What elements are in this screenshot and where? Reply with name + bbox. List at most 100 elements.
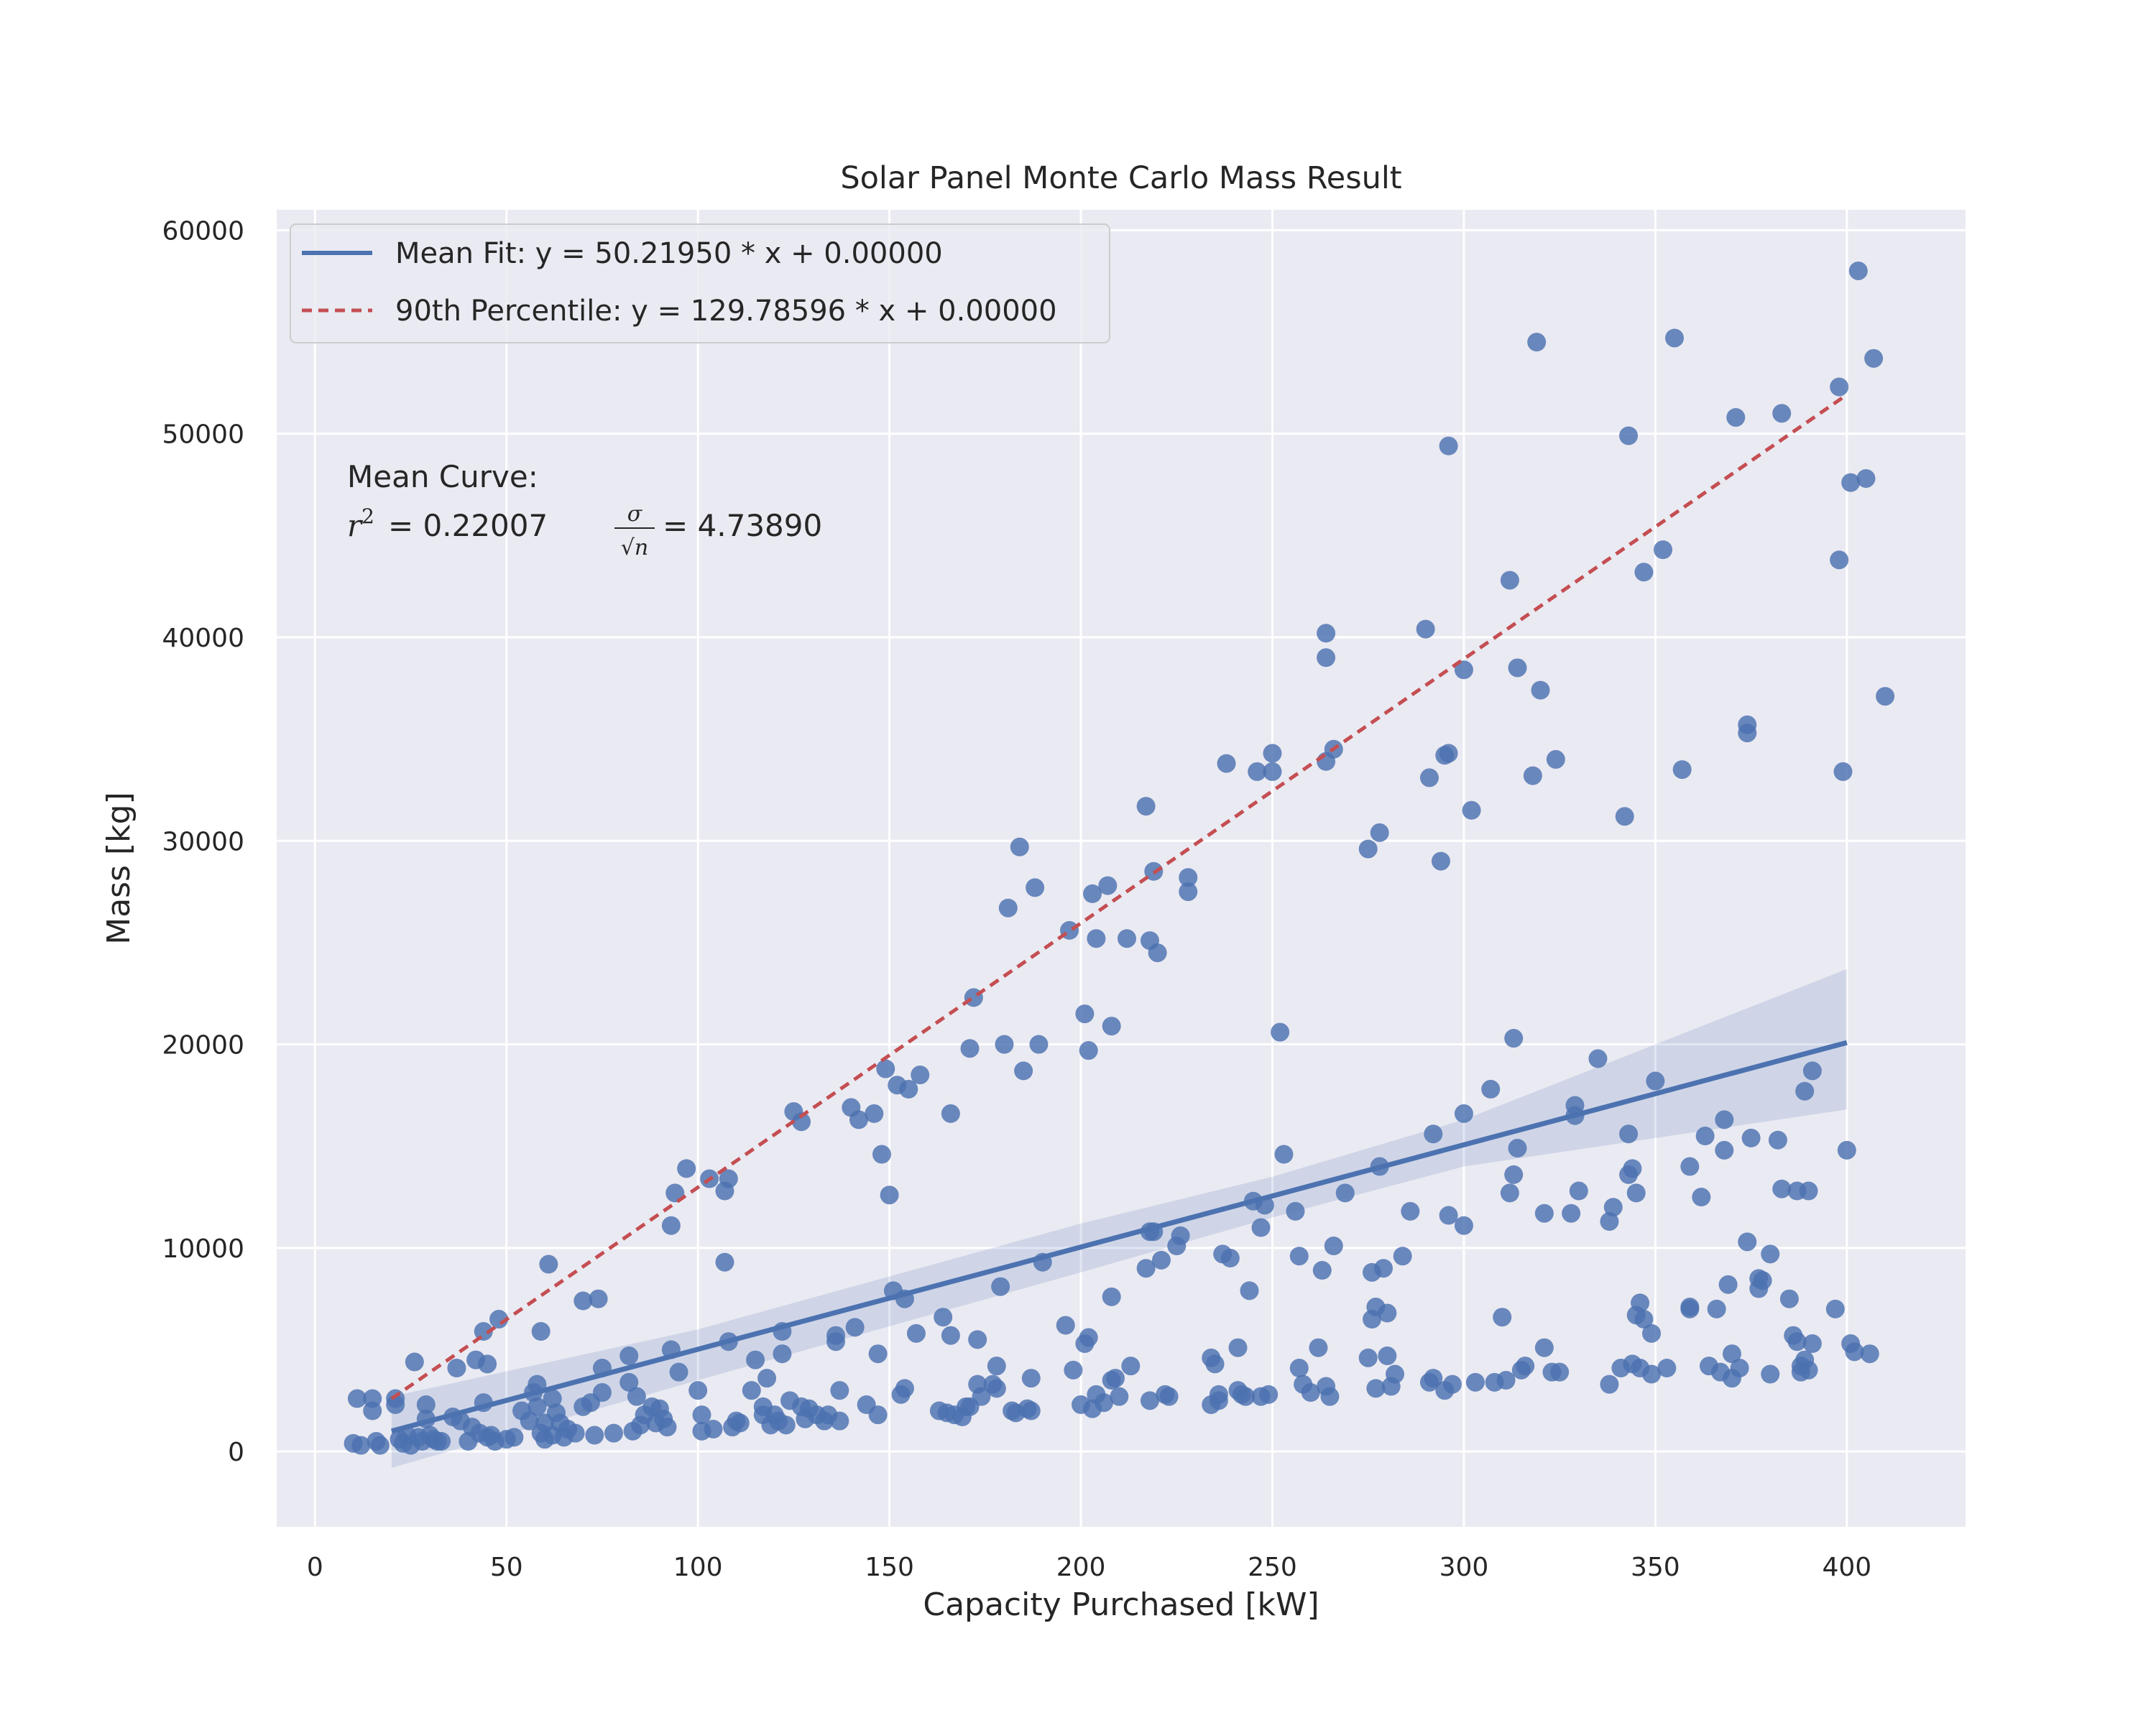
data-point <box>906 1323 926 1343</box>
data-point <box>1301 1383 1320 1403</box>
data-point <box>1876 687 1895 706</box>
plot-area <box>277 210 1966 1527</box>
data-point <box>1271 1022 1290 1042</box>
data-point <box>776 1415 796 1435</box>
data-point <box>1251 1218 1271 1237</box>
data-point <box>1508 1139 1527 1158</box>
x-tick-label: 200 <box>1056 1553 1106 1582</box>
data-point <box>1830 550 1849 570</box>
data-point <box>1021 1369 1041 1388</box>
data-point <box>1493 1308 1512 1327</box>
data-point <box>1527 333 1547 352</box>
data-point <box>1442 1374 1462 1394</box>
data-point <box>1217 754 1236 773</box>
legend-mean-label: Mean Fit: y = 50.21950 * x + 0.00000 <box>395 237 943 270</box>
data-point <box>1833 762 1853 781</box>
data-point <box>1026 878 1045 897</box>
data-point <box>1500 570 1519 590</box>
data-point <box>1534 1203 1554 1223</box>
data-point <box>1263 744 1282 763</box>
data-point <box>1642 1364 1662 1384</box>
data-point <box>1075 1004 1095 1024</box>
data-point <box>1424 1369 1443 1388</box>
data-point <box>868 1344 888 1364</box>
data-point <box>386 1395 405 1415</box>
data-point <box>1779 1289 1799 1308</box>
data-point <box>692 1405 711 1425</box>
data-point <box>1569 1181 1588 1201</box>
data-point <box>1056 1316 1075 1335</box>
data-point <box>1136 797 1156 816</box>
data-point <box>868 1405 888 1425</box>
data-point <box>1634 563 1654 582</box>
data-point <box>934 1308 953 1327</box>
data-point <box>746 1350 765 1369</box>
annotation-title: Mean Curve: <box>347 459 538 494</box>
chart-title: Solar Panel Monte Carlo Mass Result <box>840 160 1401 196</box>
data-point <box>1654 540 1673 560</box>
data-point <box>627 1387 646 1406</box>
data-point <box>1159 1387 1179 1406</box>
y-tick-label: 40000 <box>162 624 244 653</box>
data-point <box>1240 1281 1259 1300</box>
data-point <box>1358 1348 1378 1367</box>
data-point <box>347 1389 367 1408</box>
data-point <box>1715 1110 1734 1129</box>
data-point <box>1358 839 1378 859</box>
data-point <box>1860 1344 1879 1364</box>
data-point <box>1416 619 1435 639</box>
data-point <box>1718 1275 1738 1294</box>
data-point <box>757 1369 777 1388</box>
data-point <box>1516 1357 1535 1376</box>
data-point <box>1795 1081 1815 1101</box>
data-point <box>520 1411 539 1431</box>
data-point <box>876 1059 895 1078</box>
data-point <box>658 1418 677 1437</box>
data-point <box>585 1426 604 1445</box>
data-point <box>1623 1159 1642 1178</box>
data-point <box>1324 1237 1343 1256</box>
data-point <box>370 1436 390 1455</box>
data-point <box>1366 1379 1386 1398</box>
data-point <box>1615 807 1634 826</box>
y-tick-label: 60000 <box>162 216 244 246</box>
data-point <box>573 1291 593 1311</box>
data-point <box>742 1381 761 1400</box>
data-point <box>998 898 1018 918</box>
data-point <box>1738 724 1757 743</box>
confidence-band <box>391 969 1847 1468</box>
data-point <box>1079 1041 1098 1061</box>
data-point <box>1603 1198 1623 1217</box>
data-point <box>1106 1369 1125 1388</box>
data-point <box>363 1401 382 1420</box>
data-point <box>1802 1334 1822 1354</box>
data-point <box>1179 882 1198 902</box>
data-point <box>941 1326 960 1345</box>
data-point <box>1320 1387 1340 1406</box>
data-point <box>1845 1342 1864 1362</box>
data-point <box>1646 1071 1665 1091</box>
data-point <box>505 1428 524 1447</box>
data-point <box>1370 823 1389 842</box>
data-point <box>941 1104 960 1123</box>
data-point <box>1462 800 1481 820</box>
data-point <box>1500 1183 1519 1203</box>
data-point <box>474 1322 493 1341</box>
x-tick-label: 150 <box>865 1553 914 1582</box>
data-point <box>1562 1203 1581 1223</box>
data-point <box>1289 1247 1309 1266</box>
data-point <box>1439 436 1458 456</box>
data-point <box>845 1318 865 1337</box>
data-point <box>1424 1124 1443 1144</box>
data-point <box>865 1104 884 1123</box>
data-point <box>1286 1201 1305 1221</box>
data-point <box>604 1423 623 1443</box>
data-point <box>416 1395 436 1415</box>
data-point <box>899 1079 918 1099</box>
data-point <box>1171 1226 1190 1245</box>
data-point <box>1657 1359 1677 1378</box>
data-point <box>1263 762 1282 781</box>
data-point <box>1140 1391 1159 1410</box>
data-point <box>1753 1271 1772 1290</box>
